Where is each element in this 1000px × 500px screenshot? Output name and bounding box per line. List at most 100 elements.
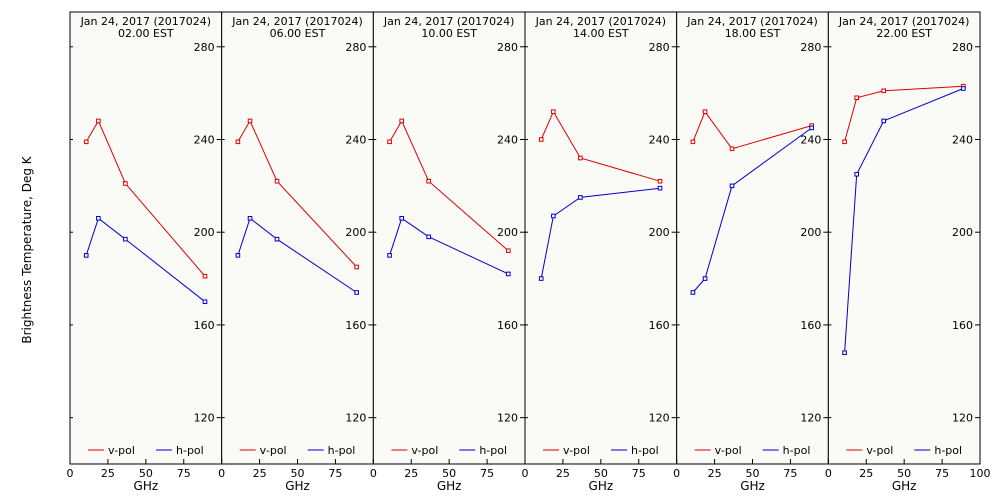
panel-frame <box>372 11 526 465</box>
data-point-v-pol <box>235 139 241 145</box>
data-point-v-pol <box>506 248 511 254</box>
y-tick-label: 240 <box>800 133 821 146</box>
data-point-h-pol <box>538 276 544 281</box>
y-tick-label: 160 <box>497 319 518 332</box>
x-tick-label: 75 <box>632 467 646 480</box>
y-tick-label: 160 <box>952 319 973 332</box>
data-point-h-pol <box>274 236 280 242</box>
data-point-h-pol <box>551 213 556 219</box>
x-tick-label: 25 <box>556 467 570 480</box>
data-point-h-pol <box>235 253 241 258</box>
y-tick-label: 160 <box>194 319 215 332</box>
data-point-v-pol <box>578 155 583 161</box>
y-tick-label: 120 <box>800 412 821 425</box>
x-tick-label: 25 <box>404 467 418 480</box>
panel-title: Jan 24, 2017 (2017024) <box>383 15 515 28</box>
y-tick-label: 280 <box>497 41 518 54</box>
series-line-v-pol <box>237 119 358 268</box>
x-tick-label: 25 <box>253 467 267 480</box>
y-tick-label: 120 <box>194 412 215 425</box>
data-point-v-pol <box>202 273 208 279</box>
panel-title: Jan 24, 2017 (2017024) <box>535 15 667 28</box>
data-point-v-pol <box>83 139 89 145</box>
x-tick-label: 0 <box>522 467 529 480</box>
y-tick-label: 280 <box>800 41 821 54</box>
data-point-h-pol <box>354 290 359 295</box>
x-axis-label: GHz <box>437 479 462 493</box>
x-tick-label: 0 <box>67 467 74 480</box>
data-point-h-pol <box>881 118 887 124</box>
data-point-v-pol <box>538 137 544 142</box>
x-tick-label: 50 <box>291 467 305 480</box>
data-point-h-pol <box>202 299 208 305</box>
panel-5: Jan 24, 2017 (2017024)18.00 EST 120 160 200… <box>673 11 829 493</box>
y-tick-label: 120 <box>497 412 518 425</box>
panel-subtitle: 02.00 EST <box>118 27 174 40</box>
panel-3: Jan 24, 2017 (2017024)10.00 EST 120 160 200… <box>370 11 526 493</box>
panel-subtitle: 18.00 EST <box>725 27 781 40</box>
series-line-v-pol <box>85 119 206 277</box>
panel-6: Jan 24, 2017 (2017024)22.00 EST 120 160 200… <box>825 11 991 493</box>
x-tick-label: 50 <box>594 467 608 480</box>
legend-label: h-pol <box>328 444 356 457</box>
data-point-h-pol <box>690 290 696 295</box>
panel-subtitle: 14.00 EST <box>573 27 629 40</box>
data-point-h-pol <box>399 215 405 221</box>
x-tick-label: 50 <box>897 467 911 480</box>
x-tick-label: 75 <box>783 467 797 480</box>
y-tick-label: 160 <box>649 319 670 332</box>
y-tick-label: 280 <box>194 41 215 54</box>
y-tick-label: 280 <box>952 41 973 54</box>
data-point-v-pol <box>842 139 847 145</box>
y-axis-label: Brightness Temperature, Deg K <box>20 155 34 343</box>
panel-frame <box>221 11 374 465</box>
x-tick-label: 0 <box>673 467 680 480</box>
panel-subtitle: 10.00 EST <box>421 27 477 40</box>
y-tick-label: 240 <box>345 133 366 146</box>
data-point-v-pol <box>399 118 405 124</box>
legend-label: v-pol <box>715 444 742 457</box>
data-point-h-pol <box>426 234 431 240</box>
legend-label: v-pol <box>260 444 287 457</box>
y-tick-label: 200 <box>952 226 973 239</box>
panel-2: Jan 24, 2017 (2017024)06.00 EST 120 160 200… <box>218 11 374 493</box>
legend-label: v-pol <box>108 444 135 457</box>
x-tick-label: 0 <box>825 467 832 480</box>
y-tick-label: 280 <box>649 41 670 54</box>
series-line-h-pol <box>540 187 661 279</box>
x-tick-label: 75 <box>328 467 342 480</box>
y-tick-label: 240 <box>194 133 215 146</box>
x-tick-label: 75 <box>177 467 191 480</box>
legend-label: h-pol <box>631 444 659 457</box>
y-tick-label: 160 <box>800 319 821 332</box>
data-point-v-pol <box>387 139 392 145</box>
y-tick-label: 200 <box>497 226 518 239</box>
legend-label: v-pol <box>563 444 590 457</box>
series-line-v-pol <box>540 110 661 182</box>
panel-title: Jan 24, 2017 (2017024) <box>231 15 363 28</box>
y-tick-label: 240 <box>649 133 670 146</box>
series-line-h-pol <box>85 217 206 303</box>
x-tick-label: 100 <box>970 467 991 480</box>
panel-frame <box>827 11 981 465</box>
y-tick-label: 120 <box>345 412 366 425</box>
x-tick-label: 25 <box>859 467 873 480</box>
panel-title: Jan 24, 2017 (2017024) <box>80 15 212 28</box>
series-line-v-pol <box>692 110 812 150</box>
data-point-h-pol <box>961 86 966 91</box>
y-tick-label: 200 <box>194 226 215 239</box>
series-line-v-pol <box>844 85 964 142</box>
panel-title: Jan 24, 2017 (2017024) <box>686 15 818 28</box>
panel-frame <box>69 11 223 465</box>
data-point-v-pol <box>702 109 708 114</box>
y-tick-label: 240 <box>952 133 973 146</box>
series-line-h-pol <box>237 217 357 293</box>
data-point-h-pol <box>729 183 735 189</box>
legend-label: h-pol <box>176 444 204 457</box>
data-point-h-pol <box>842 350 847 356</box>
y-tick-label: 160 <box>345 319 366 332</box>
panel-1: Jan 24, 2017 (2017024)02.00 EST 120 160 200… <box>67 11 223 493</box>
x-tick-label: 25 <box>708 467 722 480</box>
x-axis-label: GHz <box>589 479 614 493</box>
panels: Jan 24, 2017 (2017024)02.00 EST120160200… <box>67 11 991 493</box>
